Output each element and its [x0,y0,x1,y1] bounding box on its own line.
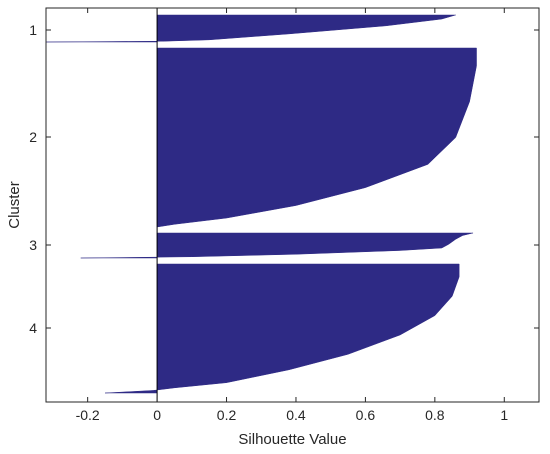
x-axis-ticks: -0.2 0 0.2 0.4 0.6 0.8 1 [76,8,508,423]
cluster-bar-1 [45,14,456,43]
cluster-bar-3 [80,232,474,259]
y-tick-label: 4 [29,320,37,336]
y-tick-label: 1 [29,22,37,38]
x-tick-label: 0.8 [425,407,445,423]
y-tick-label: 2 [29,129,37,145]
cluster-bars [45,14,477,394]
y-axis-label: Cluster [6,181,23,229]
y-tick-label: 3 [29,237,37,253]
x-tick-label: -0.2 [76,407,100,423]
x-axis-label: Silhouette Value [238,431,346,448]
x-tick-label: 0.4 [286,407,306,423]
y-axis-ticks: 1 2 3 4 [29,22,539,336]
x-tick-label: 0 [153,407,161,423]
plot-area [45,7,540,403]
x-tick-label: 1 [500,407,508,423]
x-tick-label: 0.6 [356,407,376,423]
x-tick-label: 0.2 [217,407,237,423]
cluster-bar-2 [156,47,477,228]
cluster-bar-4 [105,263,460,394]
